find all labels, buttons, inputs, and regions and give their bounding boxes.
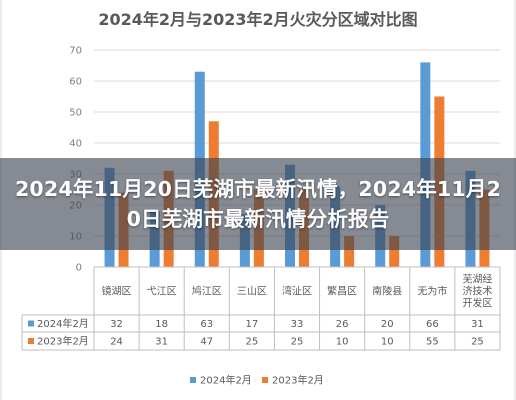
category-label: 繁昌区 xyxy=(327,285,357,298)
table-value: 66 xyxy=(426,319,439,330)
category-label: 芜湖经济技术开发区 xyxy=(462,273,492,310)
headline-text: 2024年11月20日芜湖市最新汛情，2024年11月20日芜湖市最新汛情分析报… xyxy=(14,177,502,231)
table-value: 31 xyxy=(155,337,168,348)
table-value: 26 xyxy=(336,319,349,330)
table-legend-key xyxy=(28,320,34,327)
table-value: 18 xyxy=(155,319,168,330)
category-label: 湾沚区 xyxy=(282,285,312,298)
data-table: 镜湖区 弋江区 鸠江区 三山区 湾沚区 繁昌区 南陵县 无为市 芜湖经济技术开发区 2024年2月… xyxy=(21,266,501,351)
table-value: 55 xyxy=(426,337,439,348)
table-series-name: 2023年2月 xyxy=(37,335,89,348)
table-value: 47 xyxy=(200,337,213,348)
y-tick-label: 60 xyxy=(69,77,82,88)
table-value: 25 xyxy=(246,337,259,348)
category-label: 三山区 xyxy=(237,286,267,298)
table-value: 25 xyxy=(471,337,484,348)
category-label: 南陵县 xyxy=(372,285,402,298)
table-value: 10 xyxy=(381,337,394,348)
legend-label: 2023年2月 xyxy=(272,374,324,387)
table-value: 63 xyxy=(200,319,213,330)
bar-series-2023 xyxy=(344,236,355,267)
table-value: 33 xyxy=(291,319,304,330)
table-value: 17 xyxy=(246,319,259,330)
legend-label: 2024年2月 xyxy=(200,374,252,387)
table-value: 32 xyxy=(110,319,123,330)
table-value: 24 xyxy=(110,337,123,348)
legend-key xyxy=(262,377,268,383)
table-series-name: 2024年2月 xyxy=(37,317,89,330)
category-label: 鸠江区 xyxy=(192,285,222,298)
category-label: 弋江区 xyxy=(147,285,177,298)
table-legend-key xyxy=(28,338,34,344)
headline-banner: 2024年11月20日芜湖市最新汛情，2024年11月20日芜湖市最新汛情分析报… xyxy=(0,158,516,250)
y-tick-label: 0 xyxy=(76,263,82,274)
table-value: 20 xyxy=(381,319,394,330)
table-value: 25 xyxy=(291,337,304,348)
y-tick-label: 50 xyxy=(69,108,82,119)
legend: 2024年2月 2023年2月 xyxy=(190,374,324,387)
chart-title: 2024年2月与2023年2月火灾分区域对比图 xyxy=(98,10,417,29)
category-label: 镜湖区 xyxy=(102,285,132,298)
legend-key xyxy=(190,377,196,383)
table-value: 10 xyxy=(336,337,349,348)
bar-series-2023 xyxy=(389,236,400,267)
category-label: 无为市 xyxy=(417,285,447,298)
y-tick-label: 40 xyxy=(69,139,82,150)
table-value: 31 xyxy=(471,319,484,330)
y-tick-label: 70 xyxy=(69,46,82,57)
